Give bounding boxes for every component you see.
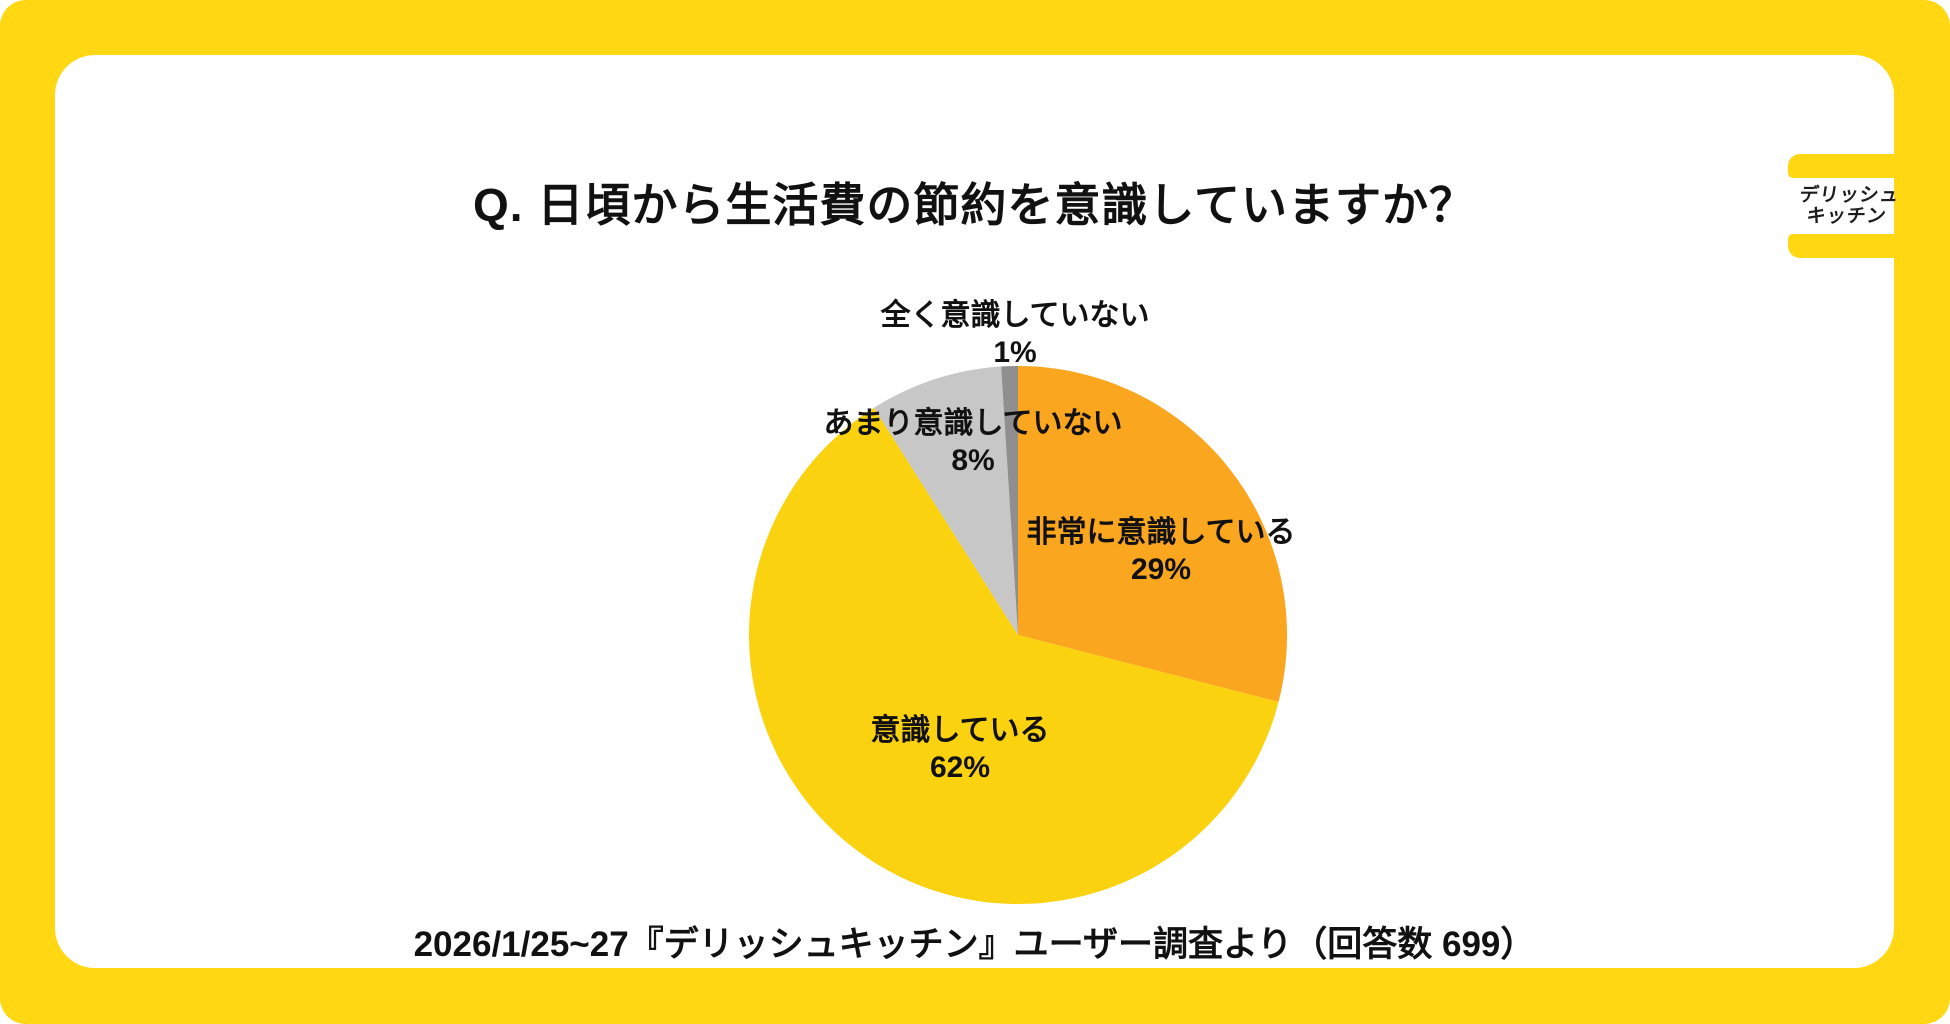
logo-text-line1: デリッシュ (1797, 185, 1901, 206)
logo-text-line2: キッチン (1805, 206, 1888, 227)
content-card: Q. 日頃から生活費の節約を意識していますか？ デリッシュ キッチン 非常に意識… (55, 55, 1908, 968)
pie-label-text: 非常に意識している (1026, 516, 1296, 549)
logo-text: デリッシュ キッチン (1784, 178, 1912, 234)
pie-chart (749, 366, 1288, 905)
pie-slice-not-much-aware (873, 366, 1018, 635)
pie-label-text: 意識している (870, 714, 1050, 747)
pie-label-value: 8% (951, 444, 995, 477)
source-note: 2026/1/25~27『デリッシュキッチン』ユーザー調査より（回答数 699） (413, 925, 1536, 964)
pie-slice-aware (749, 407, 1279, 905)
pie-label-text: あまり意識していない (823, 407, 1123, 440)
pie-label-value: 1% (993, 336, 1037, 369)
pie-label-value: 29% (1130, 553, 1192, 586)
pie-label-not-much-aware: あまり意識していない 8% (823, 405, 1122, 479)
delish-kitchen-logo: デリッシュ キッチン (1788, 154, 1908, 258)
pie-label-text: 全く意識していない (880, 299, 1150, 332)
logo-top-bun-icon (1788, 154, 1908, 178)
pie-label-value: 62% (929, 751, 991, 784)
pie-label-not-at-all-aware: 全く意識していない 1% (880, 297, 1149, 371)
pie-label-aware: 意識している 62% (870, 712, 1049, 786)
pie-slice-not-at-all-aware (1001, 366, 1018, 635)
page-title: Q. 日頃から生活費の節約を意識していますか？ (473, 179, 1476, 231)
pie-label-very-aware: 非常に意識している 29% (1026, 514, 1295, 588)
logo-bottom-bun-icon (1788, 234, 1908, 258)
pie-slice-very-aware (1018, 366, 1288, 702)
